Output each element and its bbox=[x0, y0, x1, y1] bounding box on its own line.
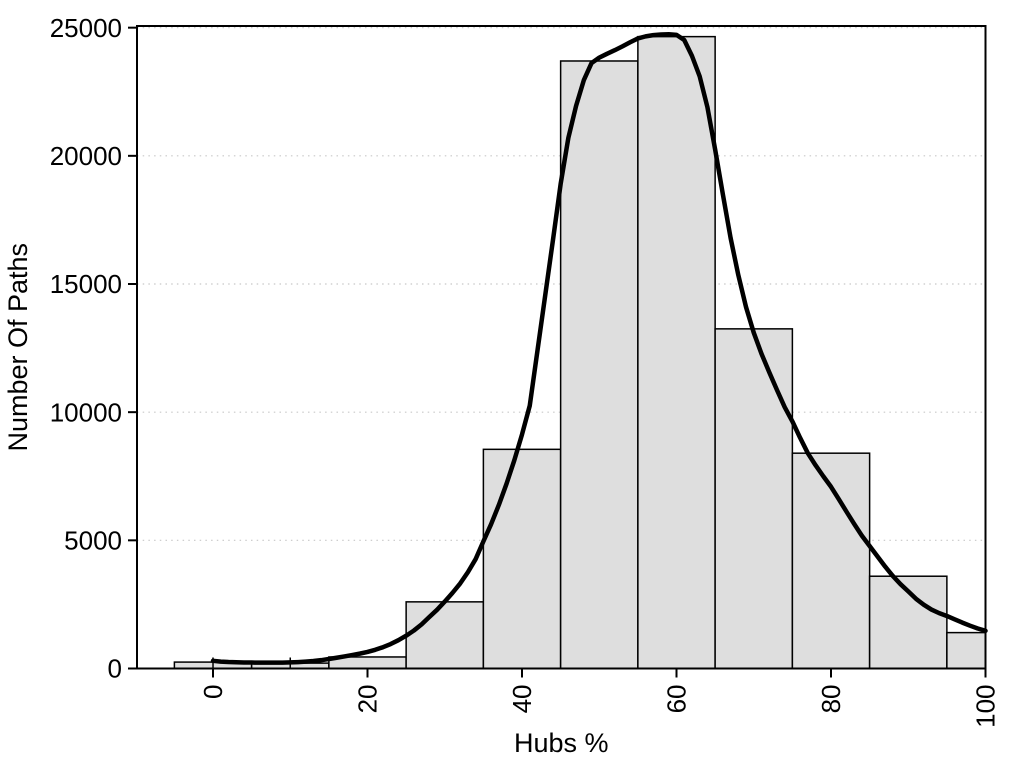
histogram-bar bbox=[714, 328, 794, 670]
y-axis-label: Number Of Paths bbox=[3, 243, 33, 452]
x-axis: 0 20 40 60 80 100 bbox=[198, 668, 1001, 728]
density-curve bbox=[210, 31, 988, 665]
x-tick-label: 80 bbox=[816, 685, 846, 714]
histogram-bar bbox=[405, 601, 485, 670]
x-tick-label: 100 bbox=[971, 685, 1001, 728]
y-tick-label: 20000 bbox=[50, 141, 122, 171]
x-axis-label: Hubs % bbox=[514, 728, 609, 758]
y-tick-label: 0 bbox=[108, 654, 122, 684]
x-tick-label: 60 bbox=[662, 685, 692, 714]
histogram-bar bbox=[482, 448, 562, 670]
y-tick-label: 5000 bbox=[64, 525, 122, 555]
y-axis: 0 5000 10000 15000 20000 25000 bbox=[50, 13, 137, 684]
y-tick-label: 10000 bbox=[50, 397, 122, 427]
y-tick-label: 25000 bbox=[50, 13, 122, 43]
plot-box bbox=[136, 25, 987, 670]
histogram-bar bbox=[559, 60, 639, 670]
histogram-bars bbox=[173, 35, 987, 670]
x-tick-label: 40 bbox=[507, 685, 537, 714]
x-tick-label: 20 bbox=[353, 685, 383, 714]
histogram-bar bbox=[637, 35, 716, 670]
histogram-bar bbox=[946, 631, 987, 670]
y-tick-label: 15000 bbox=[50, 269, 122, 299]
x-tick-label: 0 bbox=[198, 685, 228, 699]
